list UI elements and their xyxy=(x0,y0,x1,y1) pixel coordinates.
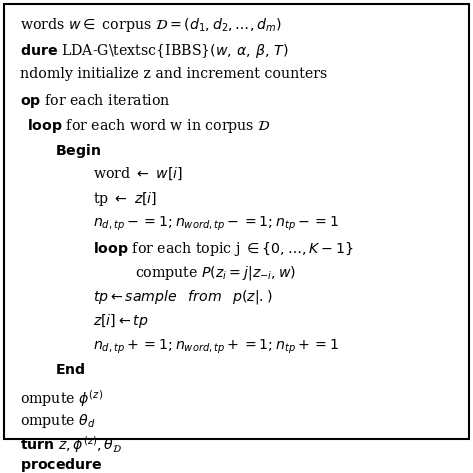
Text: $tp \leftarrow sample \;\;\; from \;\;\; p(z|.)$: $tp \leftarrow sample \;\;\; from \;\;\;… xyxy=(93,289,272,307)
Text: $n_{d,tp} += 1; n_{word,tp} += 1; n_{tp} += 1$: $n_{d,tp} += 1; n_{word,tp} += 1; n_{tp}… xyxy=(93,337,339,356)
Text: $\mathbf{dure}$ LDA-G\textsc{IBBS}$(w,\, \alpha,\, \beta,\, T)$: $\mathbf{dure}$ LDA-G\textsc{IBBS}$(w,\,… xyxy=(20,42,289,60)
Text: $\mathbf{loop}$ for each word w in corpus $\mathcal{D}$: $\mathbf{loop}$ for each word w in corpu… xyxy=(27,117,271,135)
Text: compute $P(z_i = j | z_{-i}, w)$: compute $P(z_i = j | z_{-i}, w)$ xyxy=(135,264,297,282)
Text: $\mathbf{op}$ for each iteration: $\mathbf{op}$ for each iteration xyxy=(20,92,171,110)
Text: $\mathbf{Begin}$: $\mathbf{Begin}$ xyxy=(55,142,102,160)
Text: $\mathbf{turn}$ $z, \phi^{(z)}, \theta_{\mathcal{D}}$: $\mathbf{turn}$ $z, \phi^{(z)}, \theta_{… xyxy=(20,434,123,455)
Text: ndomly initialize z and increment counters: ndomly initialize z and increment counte… xyxy=(20,67,327,81)
Text: ompute $\theta_d$: ompute $\theta_d$ xyxy=(20,412,96,429)
Text: $\mathbf{End}$: $\mathbf{End}$ xyxy=(55,362,86,377)
Text: word $\leftarrow$ $w[i]$: word $\leftarrow$ $w[i]$ xyxy=(93,166,183,182)
Text: $n_{d,tp} -= 1; n_{word,tp} -= 1; n_{tp} -= 1$: $n_{d,tp} -= 1; n_{word,tp} -= 1; n_{tp}… xyxy=(93,215,339,233)
Text: $\mathbf{procedure}$: $\mathbf{procedure}$ xyxy=(20,456,103,473)
Text: tp $\leftarrow$ $z[i]$: tp $\leftarrow$ $z[i]$ xyxy=(93,190,158,208)
Text: ompute $\phi^{(z)}$: ompute $\phi^{(z)}$ xyxy=(20,388,103,409)
Text: $z[i] \leftarrow tp$: $z[i] \leftarrow tp$ xyxy=(93,312,149,330)
Text: $\mathbf{loop}$ for each topic j $\in \{0, \ldots, K-1\}$: $\mathbf{loop}$ for each topic j $\in \{… xyxy=(93,240,353,258)
Text: words $w \in$ corpus $\mathcal{D} = (d_1, d_2, \ldots, d_m)$: words $w \in$ corpus $\mathcal{D} = (d_1… xyxy=(20,17,282,35)
